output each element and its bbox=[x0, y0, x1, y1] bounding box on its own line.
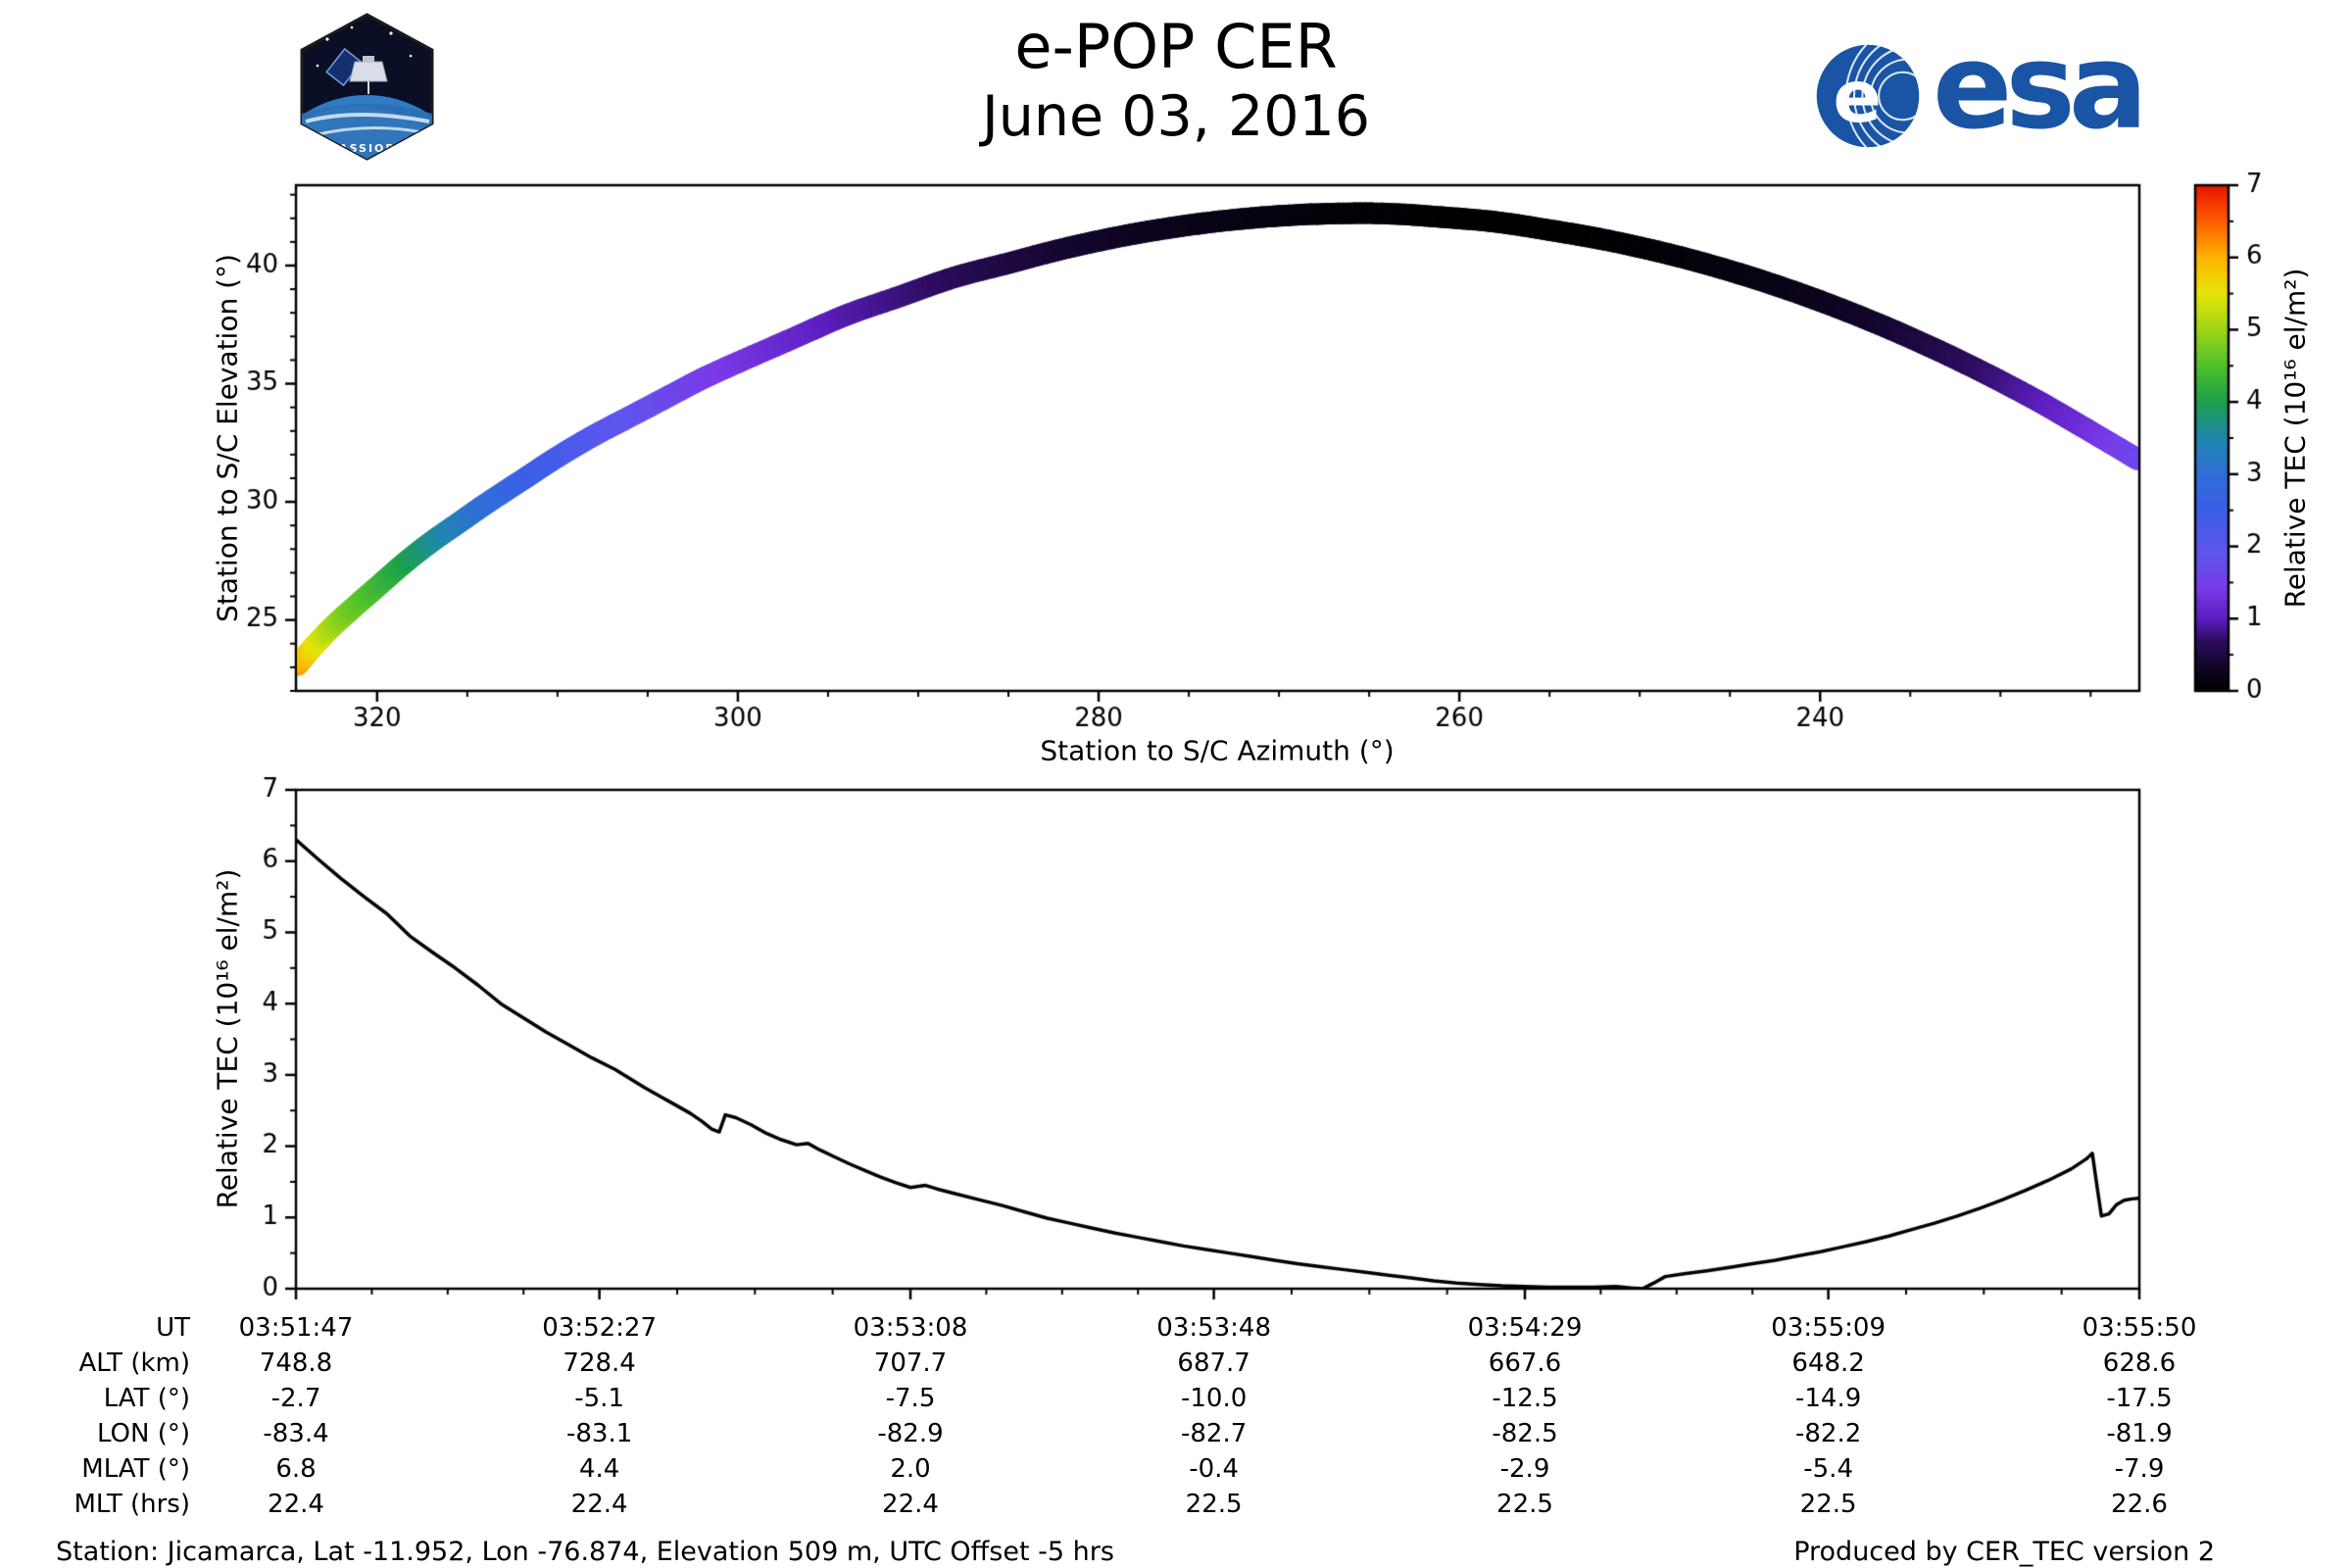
esa-logo: e esa bbox=[1813, 29, 2148, 155]
table-cell: 22.4 bbox=[570, 1490, 628, 1519]
table-cell: -82.5 bbox=[1492, 1419, 1558, 1448]
table-cell: -17.5 bbox=[2106, 1384, 2173, 1413]
table-cell: -2.7 bbox=[270, 1384, 321, 1413]
table-cell: 03:55:09 bbox=[1771, 1313, 1886, 1343]
svg-text:e: e bbox=[1834, 56, 1882, 139]
top-xlabel: Station to S/C Azimuth (°) bbox=[1040, 734, 1395, 767]
table-cell: -82.7 bbox=[1180, 1419, 1248, 1448]
produced-by: Produced by CER_TEC version 2 bbox=[1793, 1537, 2215, 1567]
table-cell: 728.4 bbox=[563, 1348, 636, 1378]
table-cell: -0.4 bbox=[1189, 1454, 1239, 1484]
table-cell: 03:53:08 bbox=[853, 1313, 968, 1343]
table-cell: -14.9 bbox=[1794, 1384, 1862, 1413]
table-cell: -81.9 bbox=[2106, 1419, 2173, 1448]
table-cell: -5.4 bbox=[1803, 1454, 1853, 1484]
table-cell: 2.0 bbox=[890, 1454, 931, 1484]
table-row-label: MLT (hrs) bbox=[74, 1490, 191, 1519]
table-cell: -2.9 bbox=[1499, 1454, 1550, 1484]
esa-emblem-icon: e bbox=[1816, 44, 1920, 148]
table-cell: -7.5 bbox=[885, 1384, 936, 1413]
table-cell: -5.1 bbox=[574, 1384, 624, 1413]
table-cell: -12.5 bbox=[1492, 1384, 1558, 1413]
table-row-label: MLAT (°) bbox=[81, 1454, 190, 1484]
top-ylabel: Station to S/C Elevation (°) bbox=[211, 254, 244, 622]
table-cell: 707.7 bbox=[873, 1348, 948, 1378]
table-cell: 22.4 bbox=[882, 1490, 939, 1519]
table-row-label: LAT (°) bbox=[103, 1384, 190, 1413]
table-cell: 6.8 bbox=[275, 1454, 317, 1484]
table-cell: -83.1 bbox=[565, 1419, 633, 1448]
table-cell: -83.4 bbox=[263, 1419, 329, 1448]
table-cell: 22.5 bbox=[1799, 1490, 1857, 1519]
table-row-label: UT bbox=[156, 1313, 190, 1343]
table-cell: 03:52:27 bbox=[542, 1313, 658, 1343]
station-info: Station: Jicamarca, Lat -11.952, Lon -76… bbox=[56, 1537, 1114, 1567]
table-cell: -82.9 bbox=[877, 1419, 944, 1448]
table-cell: 4.4 bbox=[578, 1454, 620, 1484]
table-cell: 648.2 bbox=[1791, 1348, 1865, 1378]
table-cell: 22.5 bbox=[1496, 1490, 1553, 1519]
table-cell: 22.5 bbox=[1185, 1490, 1243, 1519]
table-row-label: LON (°) bbox=[96, 1419, 190, 1448]
table-cell: 667.6 bbox=[1488, 1348, 1562, 1378]
table-cell: 03:54:29 bbox=[1467, 1313, 1583, 1343]
table-cell: 03:55:50 bbox=[2082, 1313, 2197, 1343]
page-date: June 03, 2016 bbox=[981, 84, 1371, 149]
table-cell: 628.6 bbox=[2102, 1348, 2177, 1378]
bottom-ylabel: Relative TEC (10¹⁶ el/m²) bbox=[211, 868, 244, 1209]
table-row-label: ALT (km) bbox=[78, 1348, 190, 1378]
cassiope-mission-patch-icon: CASSIOPE bbox=[300, 13, 434, 161]
table-cell: -7.9 bbox=[2114, 1454, 2165, 1484]
table-cell: -82.2 bbox=[1794, 1419, 1862, 1448]
table-cell: 687.7 bbox=[1177, 1348, 1250, 1378]
table-cell: -10.0 bbox=[1180, 1384, 1248, 1413]
table-cell: 22.4 bbox=[268, 1490, 324, 1519]
colorbar-label: Relative TEC (10¹⁶ el/m²) bbox=[2278, 268, 2312, 609]
table-cell: 03:53:48 bbox=[1156, 1313, 1272, 1343]
table-cell: 22.6 bbox=[2111, 1490, 2168, 1519]
page-title: e-POP CER bbox=[1014, 11, 1338, 82]
esa-wordmark: esa bbox=[1933, 20, 2148, 156]
table-cell: 748.8 bbox=[259, 1348, 333, 1378]
table-cell: 03:51:47 bbox=[238, 1313, 354, 1343]
